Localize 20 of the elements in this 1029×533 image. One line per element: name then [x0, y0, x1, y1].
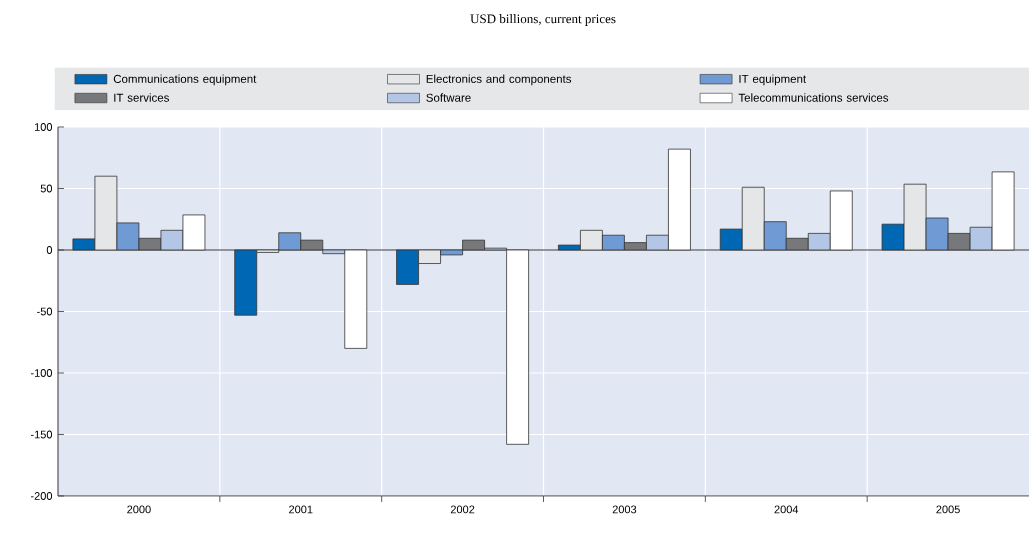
y-tick-label: -150: [30, 430, 53, 439]
x-tick-label: 2003: [612, 505, 637, 514]
y-tick-label: -100: [30, 369, 53, 377]
y-tick-label: -200: [30, 492, 53, 500]
legend-label: IT services: [114, 93, 170, 102]
legend-label: Communications equipment: [113, 74, 257, 86]
y-tick-label: 50: [40, 184, 53, 193]
y-tick-label: 0: [46, 246, 53, 254]
x-tick-label: 2000: [127, 505, 151, 514]
y-tick-label: 100: [34, 123, 53, 131]
x-tick-label: 2002: [450, 505, 475, 514]
x-tick-label: 2004: [774, 505, 799, 514]
chart-title: USD billions, current prices: [470, 14, 616, 26]
x-tick-label: 2005: [936, 505, 960, 514]
legend-label: Telecommunications services: [738, 93, 889, 102]
legend-label: IT equipment: [739, 74, 807, 86]
legend-label: Software: [426, 93, 471, 102]
y-tick-label: -50: [37, 307, 53, 316]
x-tick-label: 2001: [289, 505, 313, 514]
legend-label: Electronics and components: [426, 74, 572, 86]
